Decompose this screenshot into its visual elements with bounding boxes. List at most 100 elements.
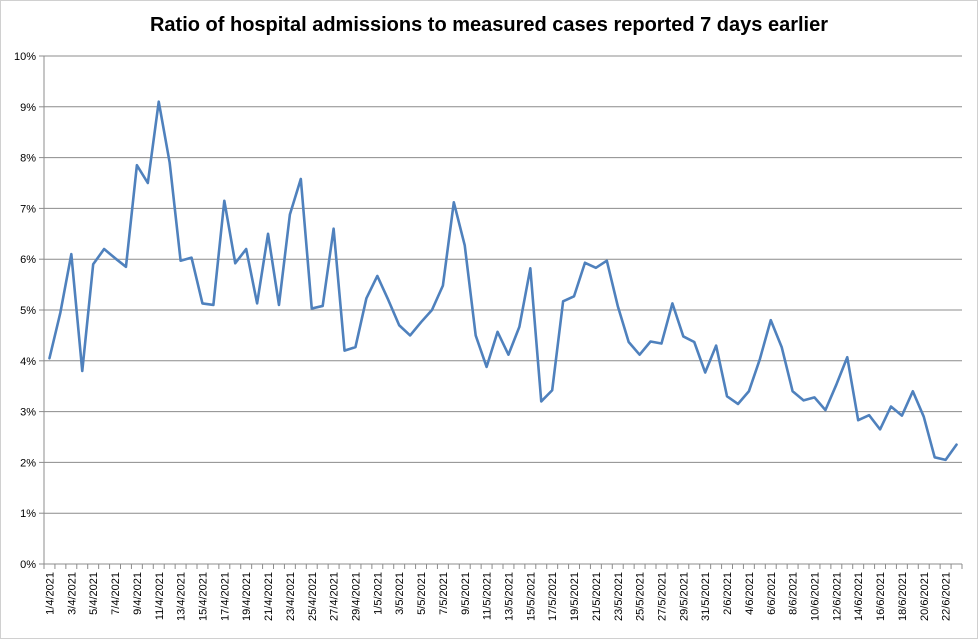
data-point (595, 267, 597, 269)
data-point (726, 395, 728, 397)
data-point (923, 415, 925, 417)
data-point (933, 456, 935, 458)
x-tick-label: 29/4/2021 (350, 572, 362, 621)
data-point (245, 248, 247, 250)
data-point (234, 262, 236, 264)
x-tick-label: 7/5/2021 (438, 572, 450, 615)
x-tick-label: 2/6/2021 (722, 572, 734, 615)
y-axis-ticks: 0% 1% 2% 3% 4% 5% 6% 7% 8% 9% 10% (14, 51, 36, 571)
data-point (770, 319, 772, 321)
data-point (168, 161, 170, 163)
data-point (453, 201, 455, 203)
data-point (485, 366, 487, 368)
data-point (409, 334, 411, 336)
data-point (748, 390, 750, 392)
data-point (420, 321, 422, 323)
y-tick-label: 8% (20, 153, 36, 165)
x-tick-label: 25/4/2021 (307, 572, 319, 621)
data-point (955, 443, 957, 445)
data-point (562, 300, 564, 302)
x-tick-label: 10/6/2021 (809, 572, 821, 621)
y-tick-label: 6% (20, 254, 36, 266)
data-point (70, 253, 72, 255)
axes (39, 55, 963, 569)
data-point (715, 344, 717, 346)
data-point (474, 334, 476, 336)
x-tick-label: 6/6/2021 (766, 572, 778, 615)
data-point (879, 428, 881, 430)
data-point (376, 275, 378, 277)
x-tick-label: 17/5/2021 (547, 572, 559, 621)
data-point (649, 340, 651, 342)
data-point (737, 403, 739, 405)
x-tick-label: 3/4/2021 (66, 572, 78, 615)
data-point (824, 409, 826, 411)
x-tick-label: 11/5/2021 (482, 572, 494, 620)
x-tick-label: 13/5/2021 (503, 572, 515, 621)
data-point (868, 414, 870, 416)
data-point (660, 342, 662, 344)
data-point (147, 182, 149, 184)
y-tick-label: 2% (20, 457, 36, 469)
x-tick-label: 7/4/2021 (110, 572, 122, 615)
data-point (857, 419, 859, 421)
y-tick-label: 10% (14, 51, 36, 63)
data-point (890, 405, 892, 407)
data-point (442, 284, 444, 286)
x-tick-label: 12/6/2021 (831, 572, 843, 621)
x-tick-label: 8/6/2021 (788, 572, 800, 615)
x-tick-label: 22/6/2021 (941, 572, 953, 621)
data-point (398, 324, 400, 326)
x-tick-label: 25/5/2021 (635, 572, 647, 621)
y-tick-label: 7% (20, 203, 36, 215)
x-tick-label: 17/4/2021 (219, 572, 231, 621)
data-point (431, 309, 433, 311)
y-tick-label: 3% (20, 407, 36, 419)
data-point (256, 302, 258, 304)
data-point (267, 233, 269, 235)
x-axis-ticks: 1/4/2021 3/4/2021 5/4/2021 7/4/2021 9/4/2021… (44, 572, 952, 621)
x-tick-label: 23/5/2021 (613, 572, 625, 621)
data-point (529, 267, 531, 269)
data-point (321, 305, 323, 307)
y-tick-label: 5% (20, 305, 36, 317)
x-tick-label: 5/5/2021 (416, 572, 428, 615)
data-point (212, 304, 214, 306)
data-point (638, 354, 640, 356)
x-tick-label: 15/5/2021 (525, 572, 537, 621)
data-point (179, 260, 181, 262)
data-point (518, 326, 520, 328)
data-point (223, 200, 225, 202)
data-point (540, 400, 542, 402)
data-point (496, 331, 498, 333)
x-tick-label: 31/5/2021 (700, 572, 712, 621)
data-point (59, 311, 61, 313)
x-tick-label: 19/5/2021 (569, 572, 581, 621)
data-point (780, 346, 782, 348)
data-point (343, 349, 345, 351)
data-point (627, 341, 629, 343)
x-tick-label: 29/5/2021 (678, 572, 690, 621)
data-point (944, 459, 946, 461)
x-tick-label: 4/6/2021 (744, 572, 756, 615)
data-point (190, 256, 192, 258)
data-point (802, 399, 804, 401)
data-point (671, 302, 673, 304)
x-tick-label: 13/4/2021 (176, 572, 188, 621)
data-point (846, 356, 848, 358)
x-tick-label: 1/5/2021 (372, 572, 384, 615)
y-tick-label: 4% (20, 356, 36, 368)
data-point (92, 263, 94, 265)
x-tick-label: 11/4/2021 (154, 572, 166, 620)
data-point (551, 389, 553, 391)
data-point (584, 262, 586, 264)
data-point (387, 299, 389, 301)
gridlines (44, 55, 962, 514)
x-tick-label: 9/4/2021 (132, 572, 144, 615)
data-point (704, 371, 706, 373)
data-point (693, 341, 695, 343)
y-tick-label: 9% (20, 102, 36, 114)
x-tick-label: 27/4/2021 (329, 572, 341, 621)
x-tick-label: 16/6/2021 (875, 572, 887, 621)
data-point (114, 257, 116, 259)
